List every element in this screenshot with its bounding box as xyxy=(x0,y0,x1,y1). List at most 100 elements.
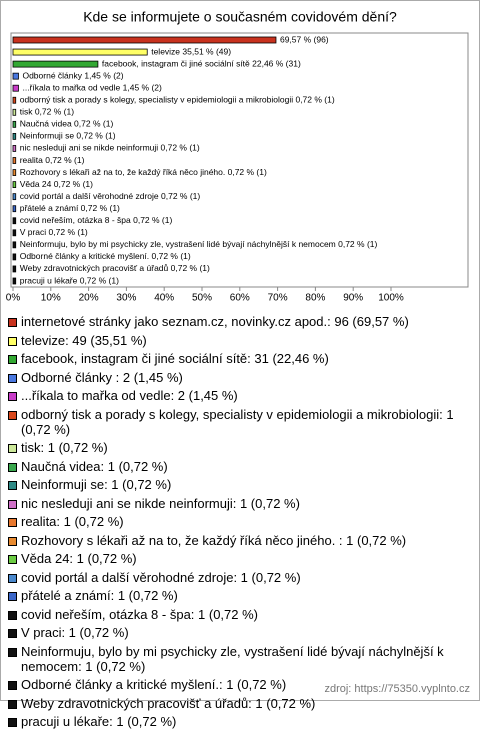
legend-swatch xyxy=(8,536,17,546)
legend-label: V praci: 1 (0,72 %) xyxy=(21,625,129,640)
x-tick-label: 0% xyxy=(6,293,21,304)
legend-swatch xyxy=(8,318,17,327)
bar xyxy=(12,277,17,285)
bar xyxy=(12,108,17,116)
bar-label: pracuji u lékaře 0,72 % (1) xyxy=(20,275,119,285)
legend-swatch xyxy=(8,647,17,657)
legend-swatch xyxy=(8,481,17,490)
bar-label: facebook, instagram či jiné sociální sít… xyxy=(102,58,301,68)
legend-label: pracuji u lékaře: 1 (0,72 %) xyxy=(21,714,177,729)
legend-item: Věda 24: 1 (0,72 %) xyxy=(8,551,466,566)
bar-label: realita 0,72 % (1) xyxy=(20,155,85,165)
legend-label: odborný tisk a porady s kolegy, speciali… xyxy=(21,406,454,437)
legend-swatch xyxy=(8,462,17,472)
x-tick-label: 90% xyxy=(343,293,363,304)
bar-label: Neinformuju, bylo by mi psychicky zle, v… xyxy=(20,239,378,249)
bar xyxy=(12,120,17,128)
bar-label: covid neřeším, otázka 8 - špa 0,72 % (1) xyxy=(20,215,173,225)
source: zdroj: https://75350.vyplnto.cz xyxy=(324,683,470,695)
bar xyxy=(12,229,17,237)
legend-label: Odborné články a kritické myšlení.: 1 (0… xyxy=(21,677,287,692)
legend-label: internetové stránky jako seznam.cz, novi… xyxy=(21,314,409,329)
x-tick-label: 50% xyxy=(192,293,212,304)
legend-item: Odborné články : 2 (1,45 %) xyxy=(8,370,466,385)
legend-item: odborný tisk a porady s kolegy, speciali… xyxy=(8,407,466,437)
legend-label: facebook, instagram či jiné sociální sít… xyxy=(21,351,329,366)
legend-item: covid portál a další věrohodné zdroje: 1… xyxy=(8,570,466,585)
legend-swatch xyxy=(8,518,17,527)
bar xyxy=(12,181,17,189)
bar xyxy=(12,169,17,176)
bar xyxy=(12,48,148,56)
legend-item: televize: 49 (35,51 %) xyxy=(8,333,466,348)
legend-item: Rozhovory s lékaři až na to, že každý ří… xyxy=(8,533,466,548)
legend-item: internetové stránky jako seznam.cz, novi… xyxy=(8,314,466,329)
bar-label: Odborné články a kritické myšlení. 0,72 … xyxy=(20,251,191,261)
bar xyxy=(12,241,17,249)
x-tick-label: 40% xyxy=(154,293,174,304)
legend-swatch xyxy=(8,573,17,583)
legend-item: nic nesleduji ani se nikde neinformuji: … xyxy=(8,496,466,511)
legend-label: nic nesleduji ani se nikde neinformuji: … xyxy=(21,495,300,511)
bar xyxy=(12,60,99,68)
legend-item: pracuji u lékaře: 1 (0,72 %) xyxy=(8,714,466,729)
bar-label: tisk 0,72 % (1) xyxy=(20,107,74,117)
legend-label: televize: 49 (35,51 %) xyxy=(21,332,147,348)
legend-label: Weby zdravotnických pracovišť a úřadů: 1… xyxy=(21,695,316,711)
legend-item: Odborné články a kritické myšlení.: 1 (0… xyxy=(8,677,466,692)
legend-item: Neinformuji se: 1 (0,72 %) xyxy=(8,477,466,492)
x-tick-label: 80% xyxy=(305,293,325,304)
bar-label: odborný tisk a porady s kolegy, speciali… xyxy=(20,95,335,105)
legend-label: covid neřeším, otázka 8 - špa: 1 (0,72 %… xyxy=(21,606,258,622)
legend-item: covid neřeším, otázka 8 - špa: 1 (0,72 %… xyxy=(8,607,466,622)
legend-item: facebook, instagram či jiné sociální sít… xyxy=(8,351,466,366)
x-tick-label: 20% xyxy=(79,293,99,304)
legend-label: Neinformuji se: 1 (0,72 %) xyxy=(21,477,172,492)
legend-swatch xyxy=(8,373,17,383)
bar xyxy=(12,145,17,152)
bar-label: nic nesleduji ani se nikde neinformuji 0… xyxy=(20,143,200,153)
legend-label: Odborné články : 2 (1,45 %) xyxy=(21,369,183,385)
bar xyxy=(12,96,17,104)
x-tick-label: 100% xyxy=(378,293,404,304)
bar xyxy=(12,217,17,225)
legend-label: realita: 1 (0,72 %) xyxy=(21,514,124,529)
x-tick-label: 60% xyxy=(230,293,250,304)
bar xyxy=(12,205,17,213)
bar xyxy=(12,253,17,261)
bar-label: Věda 24 0,72 % (1) xyxy=(20,179,93,189)
legend-item: tisk: 1 (0,72 %) xyxy=(8,440,466,455)
bar-label: V praci 0,72 % (1) xyxy=(20,227,88,237)
bar-label: Naučná videa 0,72 % (1) xyxy=(20,119,114,129)
bar-label: ...říkala to mařka od vedle 1,45 % (2) xyxy=(22,82,162,92)
bar xyxy=(12,157,17,164)
legend-item: Weby zdravotnických pracovišť a úřadů: 1… xyxy=(8,696,466,711)
legend-label: Neinformuju, bylo by mi psychicky zle, v… xyxy=(21,643,444,674)
legend-swatch xyxy=(8,610,17,620)
bar-label: Weby zdravotnických pracovišť a úřadů 0,… xyxy=(20,263,210,273)
x-tick-label: 70% xyxy=(268,293,288,304)
legend-swatch xyxy=(8,555,17,564)
legend-item: realita: 1 (0,72 %) xyxy=(8,514,466,529)
legend-label: covid portál a další věrohodné zdroje: 1… xyxy=(21,569,301,585)
legend-swatch xyxy=(8,392,17,401)
bar xyxy=(12,132,17,140)
legend-item: přátelé a známí: 1 (0,72 %) xyxy=(8,588,466,603)
bar xyxy=(12,265,17,273)
legend-swatch xyxy=(8,718,17,727)
x-tick-label: 30% xyxy=(116,293,136,304)
legend-swatch xyxy=(8,592,17,601)
legend-item: Naučná videa: 1 (0,72 %) xyxy=(8,459,466,474)
legend-label: přátelé a známí: 1 (0,72 %) xyxy=(21,588,178,603)
legend-swatch xyxy=(8,355,17,364)
bar-label: Rozhovory s lékaři až na to, že každý ří… xyxy=(20,167,267,177)
legend-label: tisk: 1 (0,72 %) xyxy=(21,440,108,455)
legend-label: ...říkala to mařka od vedle: 2 (1,45 %) xyxy=(21,388,238,403)
legend-item: Neinformuju, bylo by mi psychicky zle, v… xyxy=(8,644,466,674)
legend-swatch xyxy=(8,336,17,346)
bar-label: přátelé a známí 0,72 % (1) xyxy=(20,203,120,213)
bar-label: televize 35,51 % (49) xyxy=(151,46,231,56)
legend-item: ...říkala to mařka od vedle: 2 (1,45 %) xyxy=(8,388,466,403)
legend-swatch xyxy=(8,681,17,690)
bar-label: covid portál a další věrohodné zdroje 0,… xyxy=(20,191,201,201)
